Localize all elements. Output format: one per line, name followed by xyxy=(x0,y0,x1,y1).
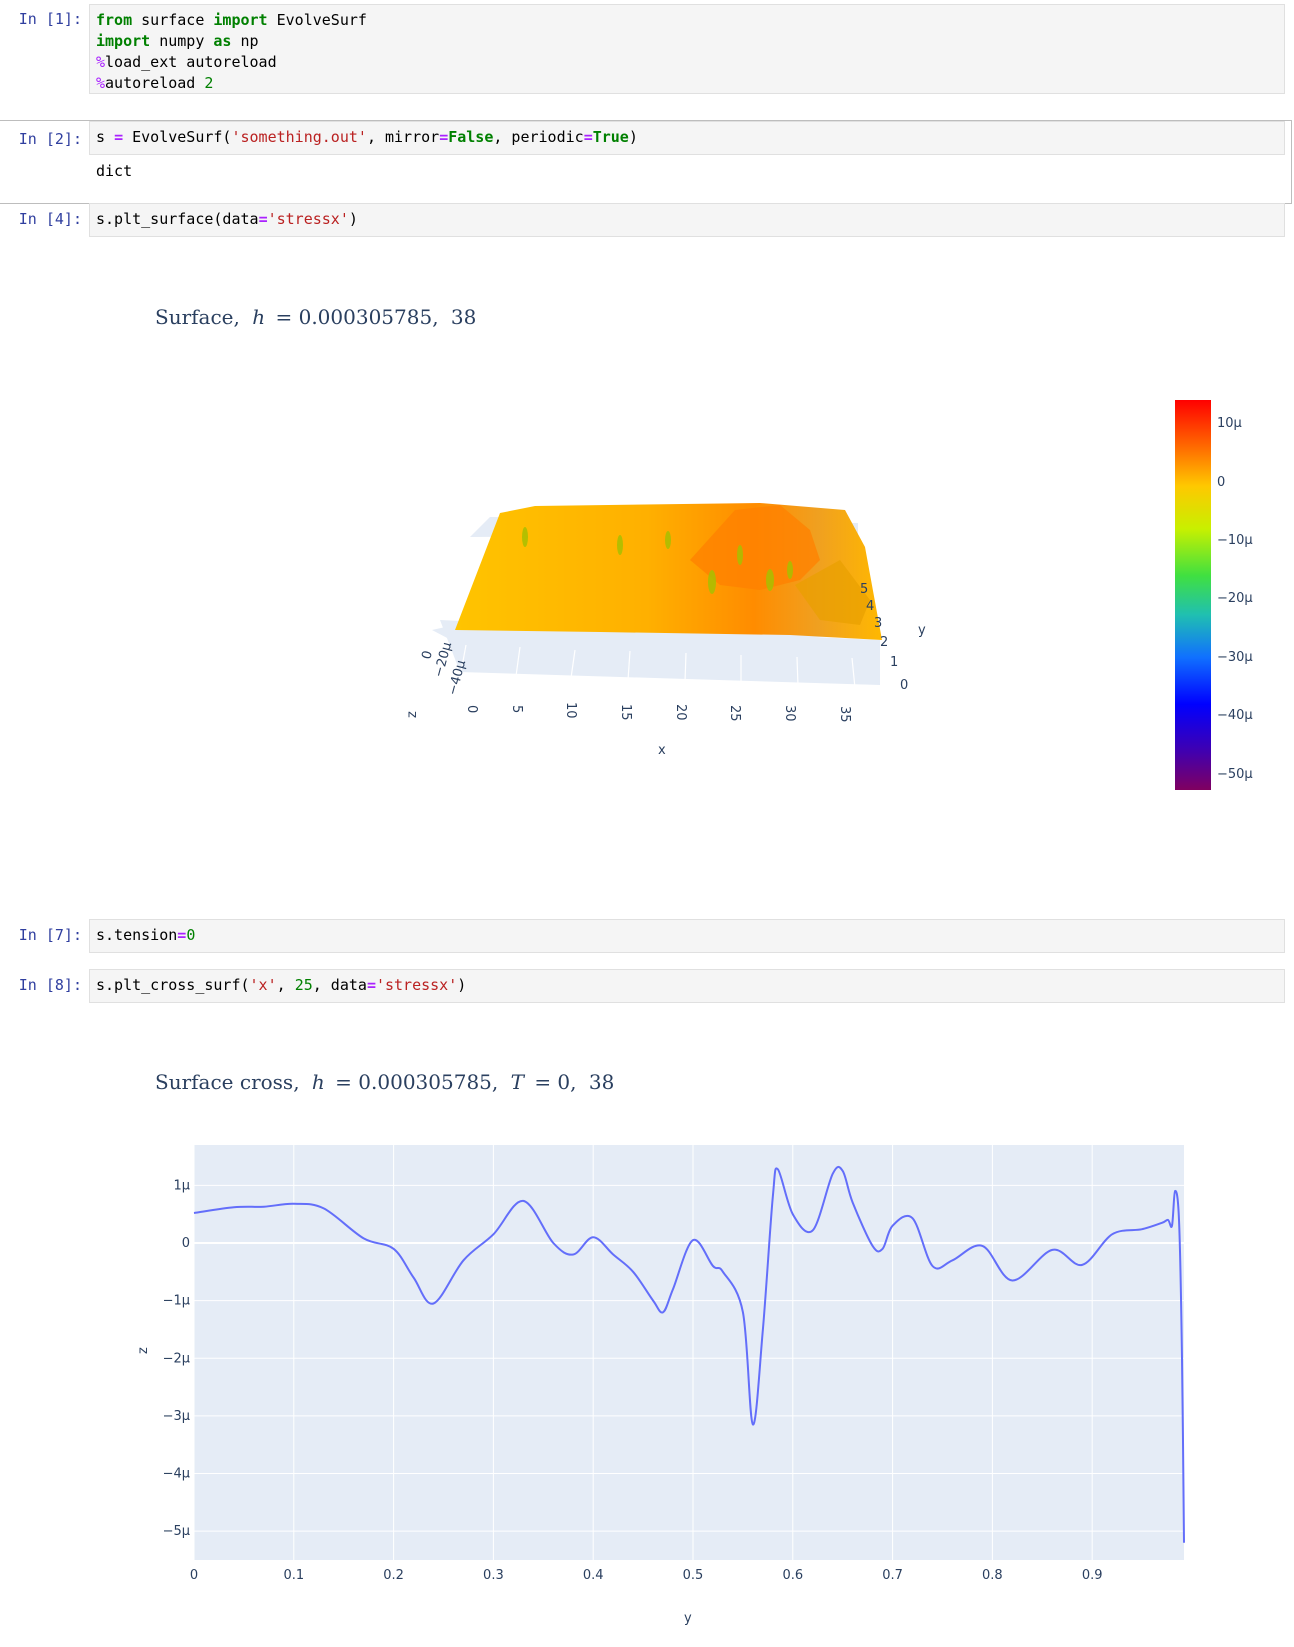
cross-title: Surface cross, h = 0.000305785, T = 0, 3… xyxy=(155,1070,614,1094)
y-tick-label: 1μ xyxy=(173,1178,190,1193)
colorbar xyxy=(1175,400,1211,790)
keyword: from xyxy=(96,11,133,29)
surface-y-label: y xyxy=(918,623,926,638)
plot-grid xyxy=(193,1145,1184,1560)
svg-text:10: 10 xyxy=(563,702,578,719)
plot-area xyxy=(194,1145,1184,1560)
surface-feature-dip xyxy=(795,560,870,625)
series-line xyxy=(193,1165,1185,1543)
svg-text:2: 2 xyxy=(880,635,888,650)
svg-text:0: 0 xyxy=(1217,475,1225,490)
scene-front-pane xyxy=(440,620,880,685)
svg-text:−50μ: −50μ xyxy=(1217,767,1253,782)
x-axis-label: y xyxy=(684,1611,692,1626)
y-tick-label: −4μ xyxy=(163,1467,190,1482)
code-editor[interactable]: s.tension=0 xyxy=(89,919,1285,953)
scene-grid xyxy=(460,644,856,689)
keyword: import xyxy=(213,11,268,29)
code-editor[interactable]: s = EvolveSurf('something.out', mirror=F… xyxy=(89,121,1285,155)
cell-prompt: In [8]: xyxy=(18,976,82,994)
x-tick-label: 0 xyxy=(190,1568,198,1583)
y-tick-label: −1μ xyxy=(163,1294,190,1309)
svg-text:−30μ: −30μ xyxy=(1217,650,1253,665)
x-tick-labels: 0 0.1 0.2 0.3 0.4 0.5 0.6 0.7 0.8 0.9 xyxy=(190,1568,1103,1583)
x-tick-label: 0.3 xyxy=(483,1568,504,1583)
magic: % xyxy=(96,74,106,92)
svg-text:4: 4 xyxy=(866,599,874,614)
surface-spikes xyxy=(522,527,793,594)
cell-prompt: In [7]: xyxy=(18,926,82,944)
keyword: as xyxy=(213,32,232,50)
x-tick-label: 0.8 xyxy=(982,1568,1003,1583)
cell-prompt: In [2]: xyxy=(18,130,82,148)
svg-text:10μ: 10μ xyxy=(1217,416,1242,431)
code-editor[interactable]: s.plt_cross_surf('x', 25, data='stressx'… xyxy=(89,969,1285,1003)
svg-text:0: 0 xyxy=(464,705,479,713)
svg-text:20: 20 xyxy=(673,704,688,721)
y-tick-labels: 1μ 0 −1μ −2μ −3μ −4μ −5μ xyxy=(163,1178,190,1539)
svg-text:5: 5 xyxy=(509,705,524,713)
surface-title: Surface, h = 0.000305785, 38 xyxy=(155,305,476,329)
colorbar-ticks: 10μ 0 −10μ −20μ −30μ −40μ −50μ xyxy=(1217,416,1253,782)
x-tick-label: 0.6 xyxy=(782,1568,803,1583)
svg-text:25: 25 xyxy=(727,705,742,722)
svg-text:1: 1 xyxy=(890,655,898,670)
x-tick-label: 0.5 xyxy=(683,1568,704,1583)
svg-text:15: 15 xyxy=(618,704,633,721)
surface-z-label: z xyxy=(405,711,420,718)
svg-text:0: 0 xyxy=(900,678,908,693)
surface-mesh xyxy=(455,503,882,640)
cell-output: dict xyxy=(96,162,133,180)
surface-x-label: x xyxy=(658,743,666,758)
x-tick-label: 0.7 xyxy=(882,1568,903,1583)
svg-text:0: 0 xyxy=(419,649,436,661)
svg-text:5: 5 xyxy=(860,582,868,597)
y-axis-label: z xyxy=(136,1347,151,1354)
keyword: import xyxy=(96,32,151,50)
y-tick-label: −2μ xyxy=(163,1351,190,1366)
svg-text:−10μ: −10μ xyxy=(1217,533,1253,548)
y-tick-label: −5μ xyxy=(163,1524,190,1539)
surface-plot[interactable]: Surface, h = 0.000305785, 38 xyxy=(0,240,1294,840)
code-editor[interactable]: s.plt_surface(data='stressx') xyxy=(89,203,1285,237)
x-tick-label: 0.4 xyxy=(583,1568,604,1583)
x-tick-label: 0.2 xyxy=(383,1568,404,1583)
magic: % xyxy=(96,53,106,71)
cross-section-chart[interactable]: Surface cross, h = 0.000305785, T = 0, 3… xyxy=(0,1040,1294,1640)
svg-text:35: 35 xyxy=(837,706,852,723)
number: 2 xyxy=(204,74,214,92)
x-tick-label: 0.1 xyxy=(283,1568,304,1583)
code-editor[interactable]: from surface import EvolveSurf import nu… xyxy=(89,4,1285,94)
surface-y-ticks: 0 1 2 3 4 5 xyxy=(860,582,908,693)
cell-prompt: In [4]: xyxy=(18,210,82,228)
svg-text:30: 30 xyxy=(782,705,797,722)
y-tick-label: −3μ xyxy=(163,1409,190,1424)
svg-text:−20μ: −20μ xyxy=(1217,591,1253,606)
cell-prompt: In [1]: xyxy=(18,10,82,28)
svg-text:−40μ: −40μ xyxy=(1217,708,1253,723)
y-tick-label: 0 xyxy=(182,1236,190,1251)
x-tick-label: 0.9 xyxy=(1082,1568,1103,1583)
surface-x-ticks: 0 5 10 15 20 25 30 35 xyxy=(464,702,852,723)
svg-text:3: 3 xyxy=(874,616,882,631)
